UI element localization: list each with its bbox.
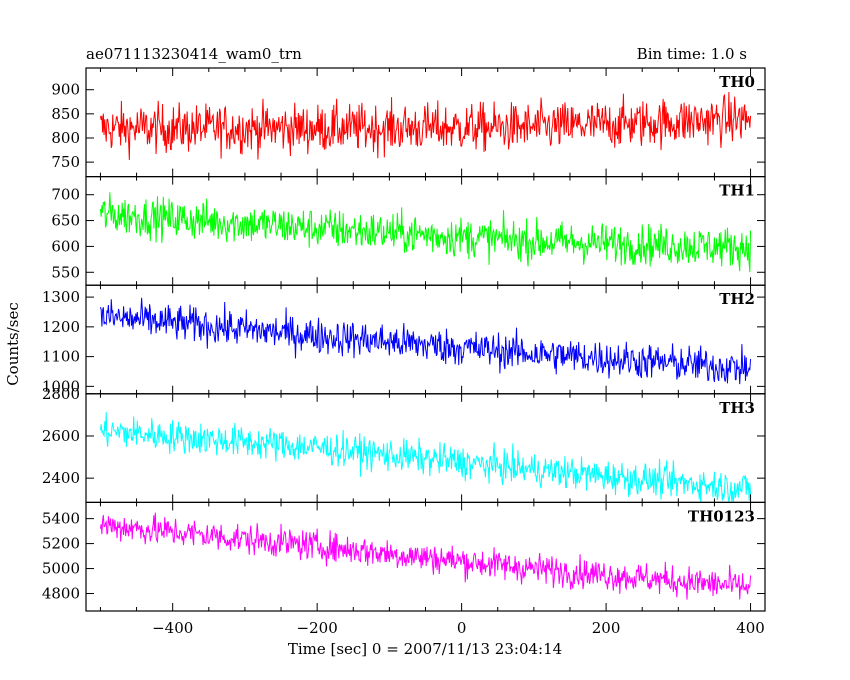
x-tick-label: −400 xyxy=(152,619,193,637)
panel-frame xyxy=(85,284,766,395)
y-tick-label: 850 xyxy=(51,105,80,123)
y-tick-label: 5000 xyxy=(42,560,80,578)
y-tick-label: 900 xyxy=(51,81,80,99)
figure-title: ae071113230414_wam0_trn xyxy=(86,45,302,63)
y-tick-label: 550 xyxy=(51,263,80,281)
x-tick-label: 200 xyxy=(592,619,621,637)
y-tick-label: 800 xyxy=(51,129,80,147)
panel-th0123: 4800 5000 5200 5400 TH0123 xyxy=(42,501,766,612)
y-tick-label: 2600 xyxy=(42,427,80,445)
panel-th0: 750 800 850 900 TH0 xyxy=(51,67,766,178)
panel-th2: 1000 1100 1200 1300 TH2 xyxy=(42,284,766,395)
y-tick-label: 1300 xyxy=(42,288,80,306)
bin-time-label: Bin time: 1.0 s xyxy=(637,45,747,63)
x-axis: −400 −200 0 200 400 xyxy=(152,619,765,637)
y-tick-label: 700 xyxy=(51,186,80,204)
panel-label: TH0123 xyxy=(688,507,755,525)
series-th0 xyxy=(99,91,752,160)
y-tick-label: 5200 xyxy=(42,535,80,553)
series-th1 xyxy=(99,192,752,273)
y-tick-label: 750 xyxy=(51,153,80,171)
x-tick-label: 400 xyxy=(736,619,765,637)
series-th0123 xyxy=(99,512,752,600)
panel-label: TH2 xyxy=(719,290,755,308)
x-axis-label: Time [sec] 0 = 2007/11/13 23:04:14 xyxy=(288,640,562,658)
x-tick-label: −200 xyxy=(297,619,338,637)
x-tick-label: 0 xyxy=(457,619,467,637)
panel-label: TH0 xyxy=(719,73,755,91)
panel-label: TH1 xyxy=(719,182,755,200)
series-th2 xyxy=(99,297,752,385)
panels-group: 750 800 850 900 TH0 550 600 650 700 TH1 1000 1100 12… xyxy=(42,67,766,612)
y-tick-label: 1200 xyxy=(42,318,80,336)
panel-th3: 2400 2600 2800 TH3 xyxy=(42,385,766,503)
panel-th1: 550 600 650 700 TH1 xyxy=(51,176,766,286)
y-tick-label: 650 xyxy=(51,212,80,230)
panel-label: TH3 xyxy=(719,399,755,417)
y-tick-label: 2800 xyxy=(42,385,80,403)
series-th3 xyxy=(99,412,752,503)
y-tick-label: 1000 xyxy=(42,377,80,395)
y-tick-label: 1100 xyxy=(42,348,80,366)
y-tick-label: 600 xyxy=(51,237,80,255)
y-tick-label: 5400 xyxy=(42,510,80,528)
y-axis-label: Counts/sec xyxy=(4,302,22,386)
y-tick-label: 2400 xyxy=(42,469,80,487)
y-tick-label: 4800 xyxy=(42,585,80,603)
